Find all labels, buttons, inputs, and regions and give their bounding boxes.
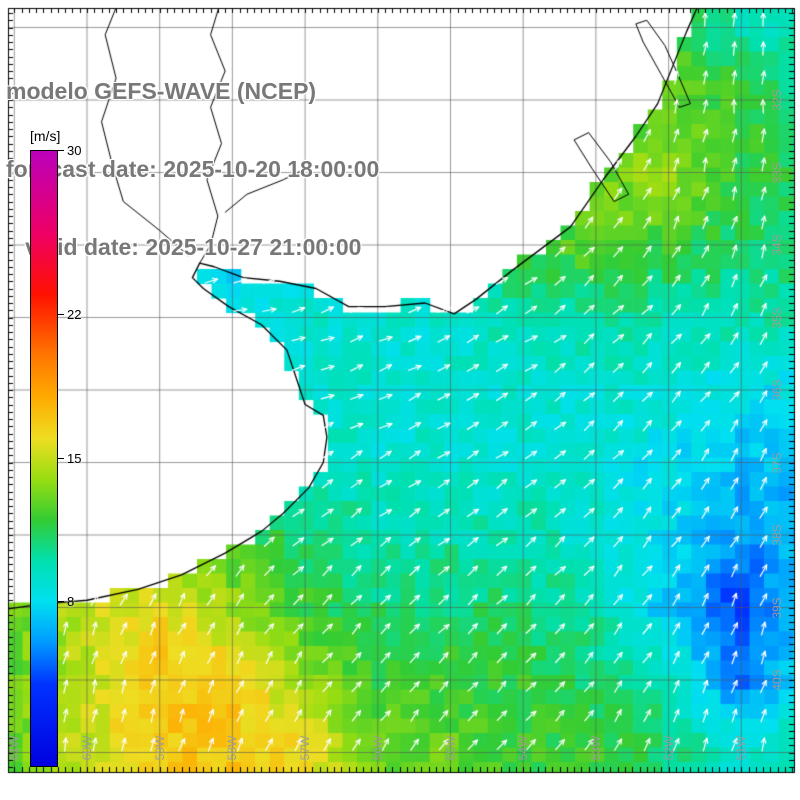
colorbar-tick-mark xyxy=(58,601,64,602)
longitude-label: 53W xyxy=(588,735,603,761)
longitude-label: 56W xyxy=(370,735,385,761)
colorbar-tick-mark xyxy=(58,314,64,315)
longitude-label: 57W xyxy=(298,735,313,761)
colorbar-unit-label: [m/s] xyxy=(28,128,63,144)
colorbar-tick-label: 30 xyxy=(67,143,82,158)
colorbar-tick-label: 22 xyxy=(67,307,82,322)
colorbar-tick-mark xyxy=(58,150,64,151)
colorbar-tick-mark xyxy=(58,457,64,459)
colorbar: [m/s] 30 22 15 8 xyxy=(28,128,118,788)
longitude-label: 61W xyxy=(7,735,22,761)
latitude-label: 37S xyxy=(770,451,784,474)
colorbar-tick-label: 15 xyxy=(67,450,82,466)
colorbar-tick-label: 8 xyxy=(67,594,75,609)
latitude-label: 32S xyxy=(770,89,784,111)
latitude-label: 39S xyxy=(770,596,784,619)
latitude-label: 38S xyxy=(770,524,784,546)
latitude-label: 33S xyxy=(770,161,784,184)
colorbar-gradient xyxy=(30,150,58,767)
latitude-label: 35S xyxy=(770,306,784,329)
longitude-label: 58W xyxy=(225,735,240,761)
model-name: modelo GEFS-WAVE (NCEP) xyxy=(6,78,317,104)
latitude-label: 36S xyxy=(770,379,784,401)
longitude-label: 52W xyxy=(661,735,676,761)
longitude-label: 59W xyxy=(152,735,167,761)
longitude-label: 55W xyxy=(443,735,458,761)
longitude-label: 54W xyxy=(516,735,531,761)
latitude-label: 34S xyxy=(770,234,784,256)
latitude-label: 40S xyxy=(770,669,784,691)
longitude-label: 51W xyxy=(734,735,749,761)
